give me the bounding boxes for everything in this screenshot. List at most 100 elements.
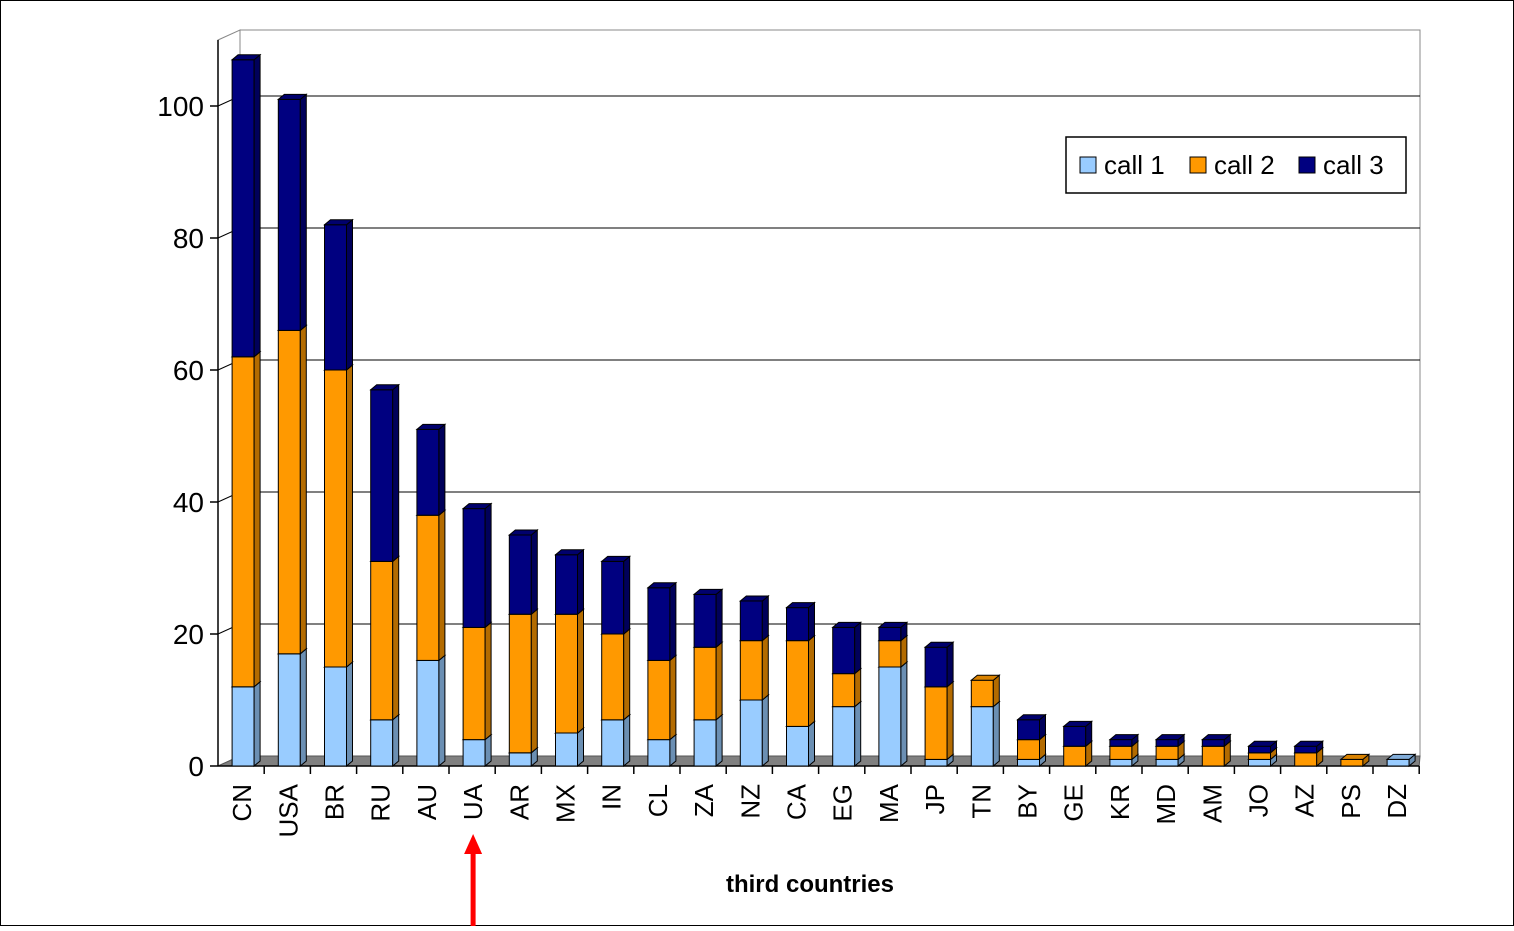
bar-segment-CA-call-1	[785, 720, 816, 768]
bar-segment-NZ-call-1	[738, 693, 770, 768]
y-tick-label: 0	[188, 751, 204, 782]
bar-segment-AR-call-3	[507, 528, 539, 616]
y-tick-label: 40	[173, 487, 204, 518]
bar-segment-AR-call-1	[507, 746, 539, 768]
bar-segment-AU-call-3	[415, 423, 447, 517]
bar-segment-IN-call-3	[600, 555, 632, 636]
x-tick-label: DZ	[1382, 784, 1412, 819]
x-tick-label: JO	[1244, 784, 1274, 817]
bar-segment-RU-call-1	[369, 713, 401, 768]
x-tick-label: KR	[1105, 784, 1135, 820]
bar-segment-CL-call-2	[646, 654, 678, 741]
bar-segment-NZ-call-2	[738, 634, 770, 702]
y-tick-label: 80	[173, 223, 204, 254]
bar-segment-IN-call-1	[600, 713, 632, 768]
label-layer: 0 20 40 60 80 100 CN USA BR RU AU UA AR MX IN CL ZA NZ CA E…	[157, 91, 1412, 837]
bar-segment-BR-call-1	[323, 660, 354, 768]
x-tick-label: UA	[458, 783, 488, 820]
legend-swatch	[1079, 156, 1097, 174]
x-axis-title: third countries	[726, 871, 894, 898]
bar-segment-JP-call-3	[923, 641, 955, 688]
legend-label: call 2	[1214, 150, 1275, 180]
bar-segment-MX-call-2	[554, 608, 585, 735]
bar-segment-BR-call-3	[323, 218, 354, 372]
bar-segment-MA-call-1	[877, 660, 909, 768]
x-tick-label: MX	[551, 784, 581, 823]
x-tick-label: AU	[412, 784, 442, 820]
bar-segment-GE-call-3	[1062, 720, 1094, 748]
bar-segment-MX-call-1	[554, 726, 585, 768]
bar-segment-CA-call-3	[785, 601, 816, 642]
bar-segment-CN-call-3	[230, 53, 262, 358]
bar-segment-UA-call-2	[461, 621, 493, 741]
legend: call 1 call 2 call 3	[1065, 136, 1407, 194]
bar-segment-RU-call-3	[369, 383, 401, 563]
x-tick-label: BR	[320, 784, 350, 820]
bar-segment-PS-call-2	[1339, 753, 1371, 768]
x-tick-label: AM	[1197, 784, 1227, 823]
annotation-layer	[464, 834, 483, 926]
bar-segment-MX-call-3	[554, 548, 585, 616]
bar-segment-USA-call-3	[276, 93, 308, 332]
bar-segment-EG-call-1	[831, 700, 863, 768]
bar-segment-UA-call-3	[461, 502, 493, 629]
legend-label: call 1	[1104, 150, 1165, 180]
bar-segment-CN-call-2	[230, 350, 262, 688]
annotation-arrow-head	[464, 834, 483, 854]
x-tick-label: MD	[1151, 784, 1181, 824]
bar-layer	[230, 53, 1417, 768]
bar-segment-USA-call-1	[276, 647, 308, 768]
bar-segment-CA-call-2	[785, 634, 816, 728]
legend-swatch	[1189, 156, 1207, 174]
bar-segment-JP-call-2	[923, 680, 955, 761]
bar-segment-AU-call-2	[415, 509, 447, 662]
x-tick-label: ZA	[689, 783, 719, 817]
x-tick-label: EG	[828, 784, 858, 822]
legend-swatch	[1298, 156, 1316, 174]
x-tick-label: JP	[920, 784, 950, 814]
x-tick-label: IN	[597, 784, 627, 810]
bar-segment-DZ-call-1	[1385, 753, 1417, 768]
bar-segment-NZ-call-3	[738, 594, 770, 642]
bar-segment-AU-call-1	[415, 654, 447, 768]
bar-segment-BY-call-3	[1016, 713, 1047, 741]
y-tick-label: 20	[173, 619, 204, 650]
x-tick-label: CA	[782, 783, 812, 820]
x-tick-label: AR	[504, 784, 534, 820]
x-tick-label: NZ	[735, 784, 765, 819]
x-tick-label: CL	[643, 784, 673, 817]
x-tick-label: USA	[273, 783, 303, 837]
bar-segment-TN-call-2	[969, 674, 1001, 708]
bar-segment-CL-call-3	[646, 581, 678, 662]
bar-segment-TN-call-1	[969, 700, 1001, 768]
x-tick-label: CN	[227, 784, 257, 822]
bar-segment-KR-call-3	[1108, 733, 1140, 748]
legend-box	[1065, 136, 1407, 194]
bar-segment-EG-call-2	[831, 667, 863, 708]
y-tick-label: 100	[157, 91, 204, 122]
bar-segment-ZA-call-1	[692, 713, 724, 768]
bar-segment-ZA-call-3	[692, 588, 724, 649]
bar-segment-MD-call-3	[1154, 733, 1186, 748]
bar-segment-AM-call-3	[1200, 733, 1232, 748]
bar-segment-IN-call-2	[600, 627, 632, 721]
bar-segment-RU-call-2	[369, 555, 401, 721]
y-tick-label: 60	[173, 355, 204, 386]
x-tick-label: AZ	[1290, 784, 1320, 817]
bar-segment-AR-call-2	[507, 608, 539, 754]
legend-label: call 3	[1323, 150, 1384, 180]
bar-segment-BR-call-2	[323, 363, 354, 669]
x-tick-label: TN	[966, 784, 996, 819]
x-tick-label: PS	[1336, 784, 1366, 819]
bar-segment-EG-call-3	[831, 621, 863, 675]
x-tick-label: GE	[1059, 784, 1089, 822]
bar-segment-USA-call-2	[276, 324, 308, 655]
bar-segment-MA-call-3	[877, 621, 909, 642]
bar-segment-JO-call-3	[1247, 740, 1278, 754]
x-tick-label: BY	[1013, 784, 1043, 819]
x-tick-label: RU	[366, 784, 396, 822]
bar-segment-CN-call-1	[230, 680, 262, 768]
bar-segment-AZ-call-3	[1293, 740, 1325, 754]
